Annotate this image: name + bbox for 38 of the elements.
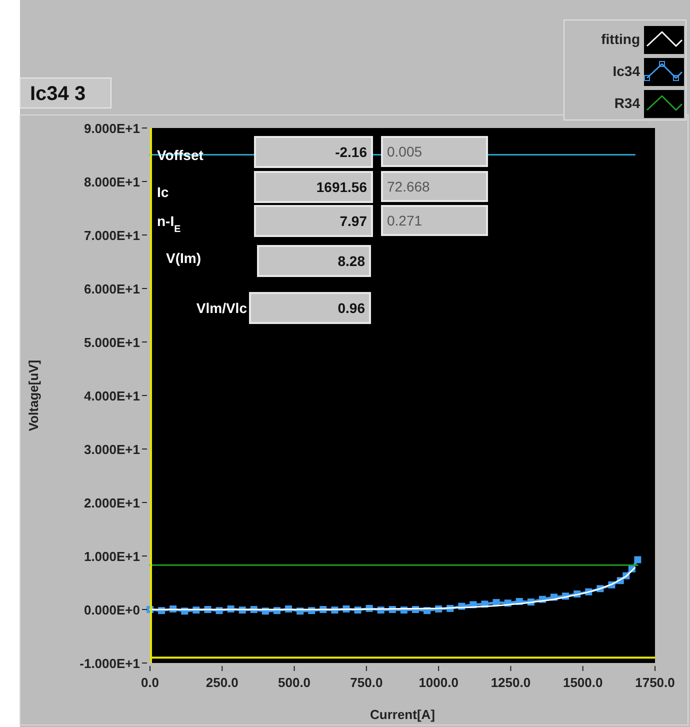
annotation: 72.668: [387, 178, 430, 194]
legend-label: Ic34: [612, 63, 640, 79]
annotation: 0.005: [387, 144, 422, 160]
x-tick-label: 1750.0: [635, 675, 675, 690]
annotation: 0.271: [387, 212, 422, 228]
annotation: 1691.56: [316, 179, 368, 195]
x-axis-title: Current[A]: [370, 707, 435, 722]
annotation: 7.97: [340, 213, 368, 229]
y-tick-label: 2.000E+1: [84, 496, 140, 510]
y-tick-label: 3.000E+1: [84, 442, 140, 457]
annotation: -2.16: [335, 144, 368, 160]
x-tick-label: 500.0: [278, 675, 311, 690]
y-tick-label: 6.000E+1: [84, 282, 140, 296]
y-tick-label: 1.000E+1: [84, 549, 140, 564]
x-tick-label: 1250.0: [490, 675, 531, 690]
x-tick-label: 750.0: [350, 675, 383, 690]
y-tick-label: 4.000E+1: [84, 388, 140, 404]
annotation: 8.28: [338, 253, 366, 269]
annotation: 0.96: [338, 300, 366, 316]
chart-title: Ic34 3: [30, 83, 86, 105]
y-tick-label: 9.000E+1: [84, 121, 140, 136]
annotation: n-I$_{E}$: [157, 213, 182, 234]
y-tick-label: 0.000E+0: [84, 602, 140, 618]
y-tick-label: -1.000E+1: [80, 656, 140, 671]
y-tick-label: 5.000E+1: [84, 335, 140, 350]
annotation: Ic: [157, 184, 169, 200]
y-tick-label: 8.000E+1: [84, 174, 140, 190]
x-tick-label: 1500.0: [562, 675, 603, 690]
x-tick-label: 250.0: [206, 675, 238, 690]
x-tick-label: 1000.0: [418, 675, 458, 690]
annotation: Vlm/Vlc: [196, 300, 248, 316]
x-tick-label: 0.0: [140, 675, 160, 690]
y-axis-title: Voltage[uV]: [26, 360, 41, 432]
legend-label: R34: [614, 95, 640, 111]
legend-label: fitting: [601, 31, 640, 47]
point: [634, 556, 642, 564]
y-tick-label: 7.000E+1: [84, 228, 140, 243]
annotation: V(Im): [166, 250, 201, 266]
